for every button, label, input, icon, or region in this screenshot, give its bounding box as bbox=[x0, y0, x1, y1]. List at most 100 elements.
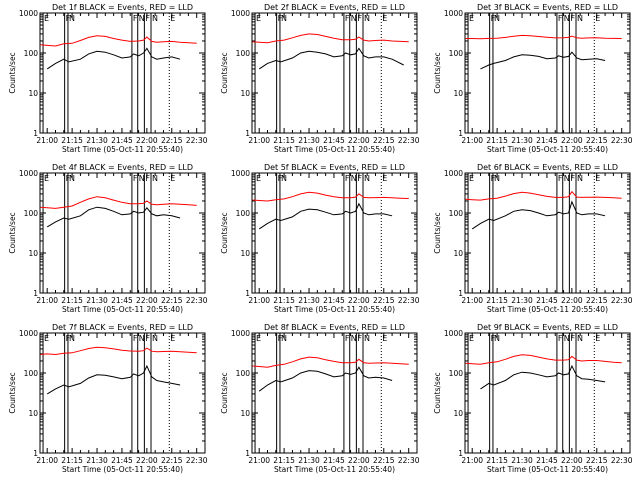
time-marker-label: N bbox=[281, 14, 287, 23]
x-tick-label: 21:00 bbox=[461, 136, 483, 145]
time-marker-label: E bbox=[469, 174, 474, 183]
x-axis-label: Start Time (05-Oct-11 20:55:40) bbox=[274, 145, 395, 154]
y-tick-label: 100 bbox=[449, 49, 464, 58]
x-tick-label: 21:30 bbox=[511, 456, 533, 465]
time-marker-label: E bbox=[170, 334, 175, 343]
chart-panel: Det 5f BLACK = Events, RED = LLD 1 10 100 10… bbox=[220, 163, 420, 314]
plot-frame bbox=[464, 172, 631, 294]
y-tick-label: 1000 bbox=[231, 9, 250, 18]
time-marker-label: E bbox=[44, 334, 49, 343]
lld-series-line bbox=[40, 346, 197, 356]
plot-frame bbox=[251, 12, 418, 134]
y-tick-label: 10 bbox=[453, 89, 463, 98]
time-marker-label: N bbox=[152, 14, 158, 23]
time-marker-label: N bbox=[564, 174, 570, 183]
x-tick-label: 22:00 bbox=[136, 136, 158, 145]
x-tick-label: 22:15 bbox=[373, 136, 395, 145]
chart-panel: Det 1f BLACK = Events, RED = LLD 1 10 100 10… bbox=[8, 3, 208, 154]
y-axis-label: Counts/sec bbox=[220, 212, 229, 253]
plot-frame bbox=[464, 12, 631, 134]
x-tick-label: 21:00 bbox=[248, 136, 270, 145]
x-tick-label: 21:15 bbox=[61, 296, 83, 305]
y-tick-label: 1 bbox=[33, 449, 38, 458]
time-marker-label: N bbox=[69, 14, 75, 23]
time-marker-label: N bbox=[69, 174, 75, 183]
time-marker-label: N bbox=[139, 334, 145, 343]
x-tick-label: 21:15 bbox=[61, 456, 83, 465]
x-tick-label: 21:00 bbox=[461, 296, 483, 305]
x-tick-label: 21:45 bbox=[536, 136, 558, 145]
y-axis-label: Counts/sec bbox=[433, 372, 442, 413]
plot-frame bbox=[39, 332, 206, 454]
x-tick-label: 22:00 bbox=[136, 456, 158, 465]
x-tick-label: 21:45 bbox=[536, 296, 558, 305]
x-tick-label: 22:30 bbox=[398, 456, 420, 465]
y-axis-label: Counts/sec bbox=[433, 52, 442, 93]
x-tick-label: 22:00 bbox=[136, 296, 158, 305]
x-tick-label: 22:15 bbox=[586, 296, 608, 305]
x-tick-label: 21:00 bbox=[36, 296, 58, 305]
time-marker-label: N bbox=[577, 14, 583, 23]
time-marker-label: E bbox=[469, 14, 474, 23]
x-tick-label: 21:30 bbox=[298, 456, 320, 465]
x-tick-label: 22:00 bbox=[348, 296, 370, 305]
panel-title: Det 4f BLACK = Events, RED = LLD bbox=[52, 163, 193, 172]
x-tick-label: 22:15 bbox=[161, 136, 183, 145]
y-tick-label: 10 bbox=[240, 249, 250, 258]
y-tick-label: 1 bbox=[458, 289, 463, 298]
x-tick-label: 21:30 bbox=[86, 456, 108, 465]
x-tick-label: 21:30 bbox=[86, 136, 108, 145]
x-axis-label: Start Time (05-Oct-11 20:55:40) bbox=[62, 145, 183, 154]
panel-title: Det 8f BLACK = Events, RED = LLD bbox=[264, 323, 405, 332]
x-tick-label: 21:45 bbox=[323, 136, 345, 145]
time-marker-label: N bbox=[139, 174, 145, 183]
x-tick-label: 22:15 bbox=[373, 296, 395, 305]
lld-series-line bbox=[252, 33, 409, 44]
y-tick-label: 100 bbox=[236, 209, 251, 218]
lld-series-line bbox=[40, 196, 197, 209]
x-axis-label: Start Time (05-Oct-11 20:55:40) bbox=[487, 145, 608, 154]
y-axis-label: Counts/sec bbox=[220, 52, 229, 93]
plot-frame bbox=[39, 12, 206, 134]
time-marker-label: N bbox=[564, 14, 570, 23]
x-tick-label: 22:00 bbox=[348, 456, 370, 465]
y-tick-label: 10 bbox=[453, 409, 463, 418]
chart-panel: Det 3f BLACK = Events, RED = LLD 1 10 100 10… bbox=[433, 3, 633, 154]
y-axis-label: Counts/sec bbox=[8, 372, 17, 413]
lld-series-line bbox=[465, 354, 622, 365]
y-axis-label: Counts/sec bbox=[8, 212, 17, 253]
x-tick-label: 22:15 bbox=[161, 296, 183, 305]
panel-title: Det 1f BLACK = Events, RED = LLD bbox=[52, 3, 193, 12]
time-marker-label: N bbox=[364, 334, 370, 343]
time-marker-label: N bbox=[69, 334, 75, 343]
x-tick-label: 22:30 bbox=[398, 296, 420, 305]
y-tick-label: 1 bbox=[458, 449, 463, 458]
events-series-line bbox=[258, 202, 393, 230]
time-marker-label: E bbox=[595, 174, 600, 183]
x-axis-label: Start Time (05-Oct-11 20:55:40) bbox=[62, 305, 183, 314]
x-tick-label: 22:15 bbox=[586, 456, 608, 465]
x-tick-label: 21:00 bbox=[461, 456, 483, 465]
y-tick-label: 100 bbox=[236, 49, 251, 58]
y-tick-label: 1000 bbox=[444, 9, 463, 18]
y-tick-label: 100 bbox=[449, 369, 464, 378]
chart-panel: Det 6f BLACK = Events, RED = LLD 1 10 100 10… bbox=[433, 163, 633, 314]
x-tick-label: 22:30 bbox=[611, 296, 633, 305]
x-tick-label: 22:15 bbox=[161, 456, 183, 465]
chart-panel: Det 7f BLACK = Events, RED = LLD 1 10 100 10… bbox=[8, 323, 208, 474]
time-marker-label: E bbox=[469, 334, 474, 343]
x-tick-label: 22:30 bbox=[611, 456, 633, 465]
x-tick-label: 22:00 bbox=[348, 136, 370, 145]
time-marker-label: N bbox=[139, 14, 145, 23]
x-axis-label: Start Time (05-Oct-11 20:55:40) bbox=[274, 465, 395, 474]
x-tick-label: 21:45 bbox=[536, 456, 558, 465]
panel-title: Det 3f BLACK = Events, RED = LLD bbox=[477, 3, 618, 12]
x-axis-label: Start Time (05-Oct-11 20:55:40) bbox=[487, 465, 608, 474]
x-tick-label: 21:45 bbox=[111, 296, 133, 305]
x-tick-label: 22:30 bbox=[186, 456, 208, 465]
x-tick-label: 21:15 bbox=[61, 136, 83, 145]
time-marker-label: F bbox=[133, 14, 138, 23]
time-marker-label: F bbox=[145, 14, 150, 23]
plot-frame bbox=[251, 332, 418, 454]
